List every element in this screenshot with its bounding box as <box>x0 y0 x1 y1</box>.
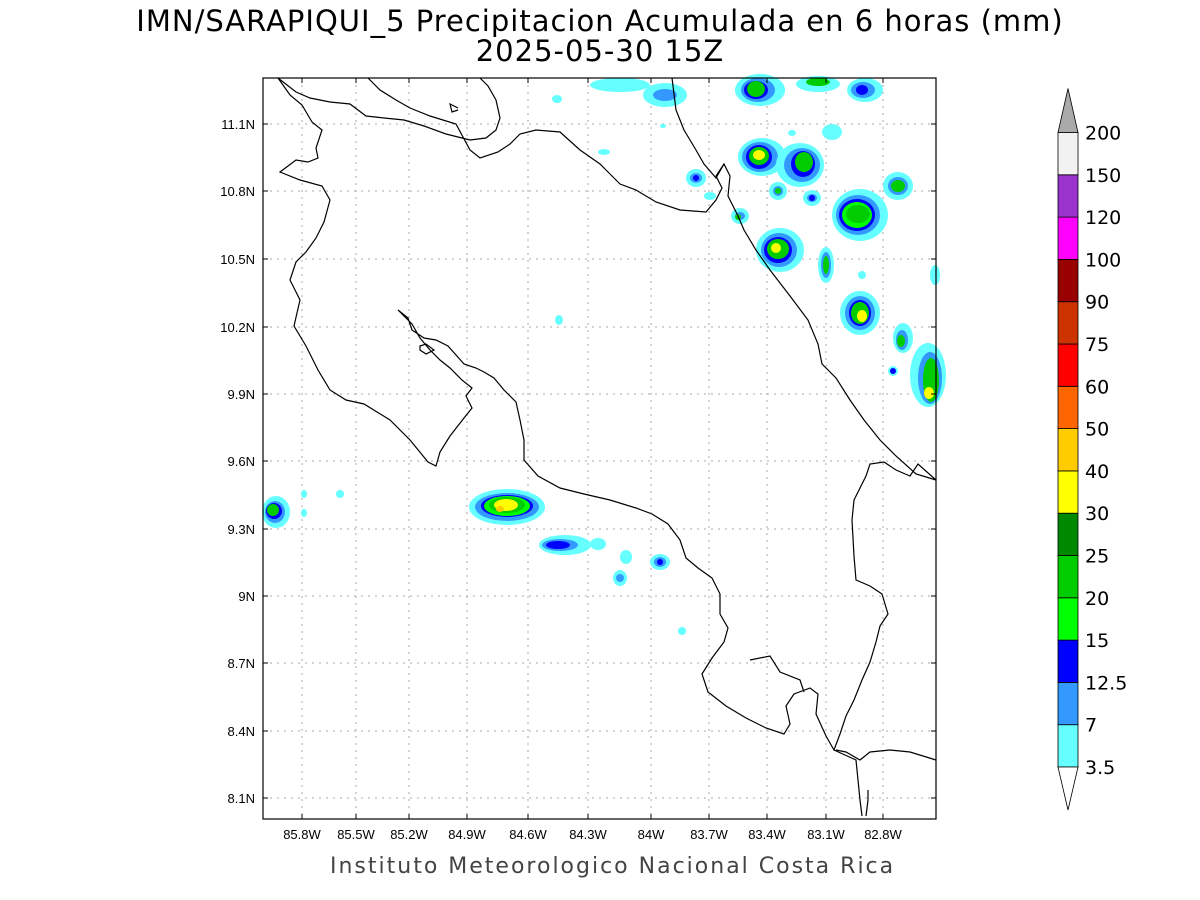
precip-cell <box>469 489 545 525</box>
colorbar-label: 3.5 <box>1085 757 1115 779</box>
colorbar-label: 200 <box>1085 123 1121 145</box>
gridlines <box>263 78 936 819</box>
colorbar-label: 150 <box>1085 165 1121 187</box>
plot-frame <box>262 77 937 820</box>
map-title: IMN/SARAPIQUI_5 Precipitacion Acumulada … <box>136 4 1064 38</box>
precip-cell <box>840 265 946 407</box>
colorbar-swatch <box>1057 682 1079 726</box>
precip-cell <box>590 74 883 200</box>
colorbar-label: 60 <box>1085 376 1109 398</box>
colorbar-label: 90 <box>1085 292 1109 314</box>
lon-tick-label: 85.8W <box>283 827 321 842</box>
colorbar-min-arrow <box>1057 766 1079 811</box>
colorbar-swatch <box>1057 343 1079 387</box>
colorbar-swatch <box>1057 428 1079 472</box>
lat-tick-label: 10.2N <box>220 320 255 335</box>
lon-tick-label: 84W <box>638 827 665 842</box>
precipitation-field <box>262 74 946 635</box>
colorbar-swatch <box>1057 174 1079 218</box>
lat-tick-label: 11.1N <box>221 117 255 132</box>
latitude-axis: 11.1N 10.8N 10.5N 10.2N 9.9N 9.6N 9.3N 9N 8.7N 8.… <box>220 117 936 806</box>
colorbar-label: 20 <box>1085 588 1109 610</box>
coastline <box>277 77 937 817</box>
colorbar-label: 15 <box>1085 630 1109 652</box>
colorbar-swatch <box>1057 301 1079 345</box>
lat-tick-label: 10.5N <box>220 252 255 267</box>
colorbar-swatch <box>1057 512 1079 556</box>
colorbar-swatch <box>1057 385 1079 429</box>
colorbar-label: 12.5 <box>1085 672 1127 694</box>
lon-tick-label: 84.6W <box>509 827 547 842</box>
colorbar-label: 7 <box>1085 715 1097 737</box>
lat-tick-label: 9.9N <box>228 387 255 402</box>
precip-cell <box>301 95 686 635</box>
lon-tick-label: 85.2W <box>390 827 428 842</box>
lat-tick-label: 9.3N <box>228 522 255 537</box>
lat-tick-label: 8.4N <box>228 724 255 739</box>
colorbar-swatch <box>1057 639 1079 683</box>
footer-credit: Instituto Meteorologico Nacional Costa R… <box>330 854 896 879</box>
lat-tick-label: 8.7N <box>228 656 255 671</box>
colorbar-label: 30 <box>1085 503 1109 525</box>
lat-tick-label: 9N <box>238 589 255 604</box>
colorbar-swatch <box>1057 597 1079 641</box>
lon-tick-label: 85.5W <box>337 827 375 842</box>
colorbar-swatch <box>1057 216 1079 260</box>
longitude-axis: 85.8W 85.5W 85.2W 84.9W 84.6W 84.3W 84W 83.7W 83… <box>283 78 903 842</box>
colorbar-label: 120 <box>1085 207 1121 229</box>
colorbar: 3.5 7 12.5 15 20 25 30 40 50 60 75 90 100 120 150 200 <box>1057 88 1127 811</box>
map-subtitle: 2025-05-30 15Z <box>475 34 725 68</box>
lat-tick-label: 10.8N <box>220 184 255 199</box>
colorbar-swatch <box>1057 258 1079 303</box>
colorbar-label: 40 <box>1085 461 1109 483</box>
lon-tick-label: 84.3W <box>569 827 607 842</box>
colorbar-swatch <box>1057 724 1079 768</box>
precip-cell <box>756 172 913 283</box>
colorbar-swatch <box>1057 470 1079 514</box>
lon-tick-label: 82.8W <box>864 827 902 842</box>
precip-cell <box>539 535 591 555</box>
colorbar-swatch <box>1057 132 1079 176</box>
colorbar-label: 25 <box>1085 546 1109 568</box>
colorbar-label: 75 <box>1085 334 1109 356</box>
lon-tick-label: 83.4W <box>748 827 786 842</box>
lon-tick-label: 83.7W <box>690 827 728 842</box>
plot-area <box>262 74 946 820</box>
colorbar-label: 100 <box>1085 249 1121 271</box>
lon-tick-label: 83.1W <box>807 827 845 842</box>
precip-cell <box>686 138 824 224</box>
colorbar-max-arrow <box>1057 88 1079 133</box>
colorbar-swatch <box>1057 555 1079 599</box>
lon-tick-label: 84.9W <box>448 827 486 842</box>
precip-cell <box>262 496 290 528</box>
lat-tick-label: 9.6N <box>228 454 255 469</box>
lat-tick-label: 8.1N <box>228 791 255 806</box>
colorbar-label: 50 <box>1085 419 1109 441</box>
